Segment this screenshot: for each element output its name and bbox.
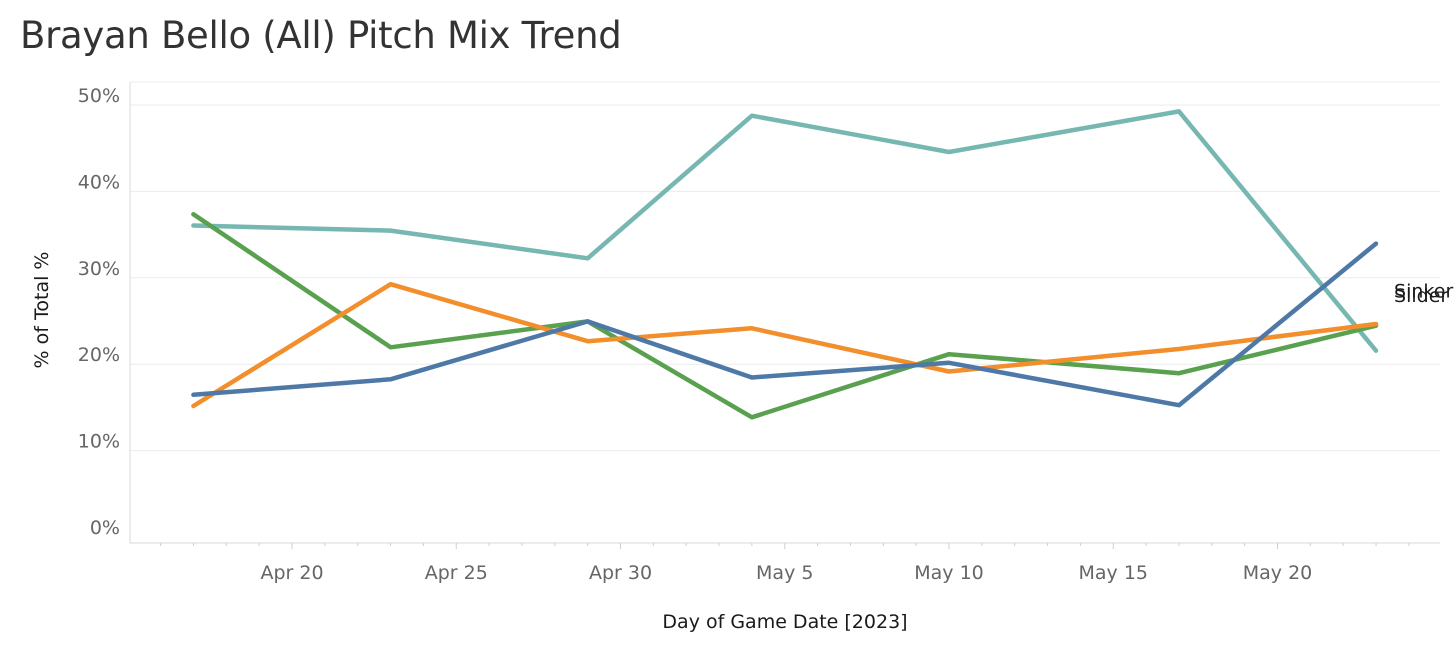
x-tick-label: May 5 [756,562,813,584]
y-tick-label: 30% [78,258,120,280]
series-line-series-green [191,211,1379,420]
x-tick-label: Apr 20 [260,562,323,584]
end-label-sinker: Sinker [1394,281,1453,303]
y-axis-ticks: 0% 10% 20% 30% 40% 50% [78,85,120,539]
y-axis-title: % of Total % [31,252,53,369]
series-line-slider [191,281,1379,409]
x-tick-label: May 15 [1079,562,1149,584]
x-tick-label: Apr 25 [425,562,488,584]
x-axis-title: Day of Game Date [2023] [662,611,907,633]
series-line-series-teal [191,109,1379,353]
y-tick-label: 40% [78,171,120,193]
series-lines [191,109,1379,420]
x-tick-label: May 10 [914,562,984,584]
gridlines [130,81,1440,452]
y-tick-label: 50% [78,85,120,107]
y-tick-label: 20% [78,344,120,366]
y-tick-label: 0% [90,517,120,539]
axes [129,82,1440,549]
end-label-slider: Slider [1394,285,1448,307]
y-tick-label: 10% [78,431,120,453]
x-tick-label: May 20 [1243,562,1313,584]
x-tick-label: Apr 30 [589,562,652,584]
chart-title: Brayan Bello (All) Pitch Mix Trend [20,14,622,57]
x-axis-ticks: Apr 20 Apr 25 Apr 30 May 5 May 10 May 15 May 2… [260,562,1312,584]
series-line-sinker [191,241,1379,408]
